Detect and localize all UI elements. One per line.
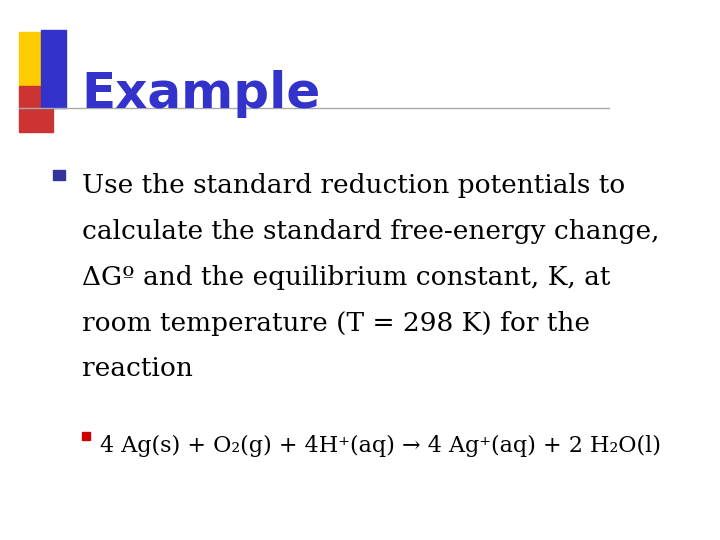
Text: ΔGº and the equilibrium constant, K, at: ΔGº and the equilibrium constant, K, at [81,265,610,289]
Bar [53,170,65,180]
Bar [41,30,66,108]
Text: 4 Ag(s) + O₂(g) + 4H⁺(aq) → 4 Ag⁺(aq) + 2 H₂O(l): 4 Ag(s) + O₂(g) + 4H⁺(aq) → 4 Ag⁺(aq) + … [100,435,662,457]
Text: Use the standard reduction potentials to: Use the standard reduction potentials to [81,173,625,198]
Text: calculate the standard free-energy change,: calculate the standard free-energy chang… [81,219,659,244]
Bar [19,86,53,132]
Bar [19,32,53,86]
Bar [81,432,91,440]
Text: room temperature (T = 298 K) for the: room temperature (T = 298 K) for the [81,310,590,335]
Text: reaction: reaction [81,356,192,381]
Text: Example: Example [81,70,321,118]
